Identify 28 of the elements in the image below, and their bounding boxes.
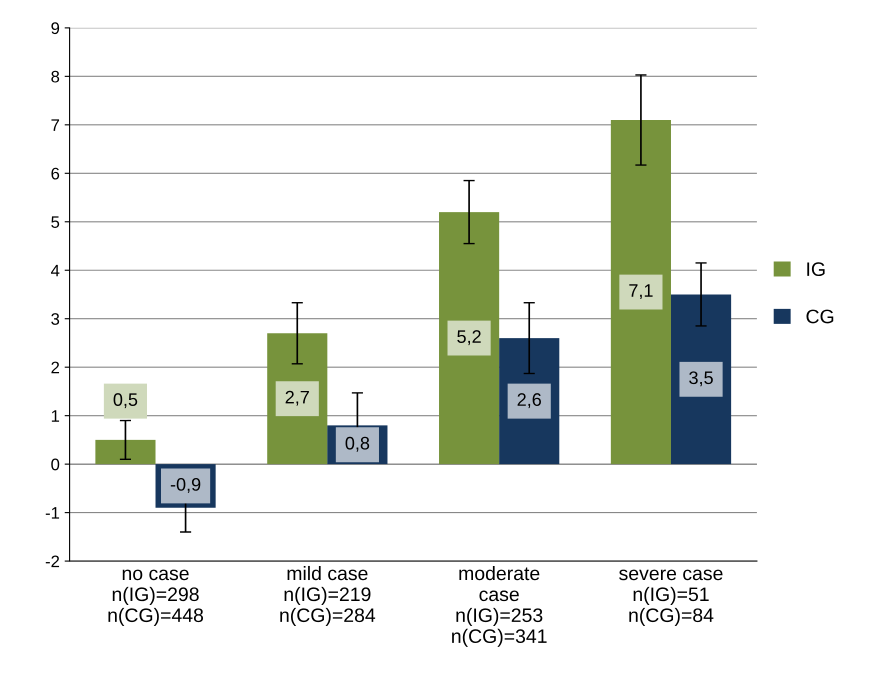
y-tick-label: 3	[51, 313, 60, 325]
data-label: 3,5	[689, 371, 713, 386]
data-label: 5,2	[457, 330, 481, 346]
y-tick-label: 1	[52, 410, 60, 422]
y-tick-label: 0	[51, 458, 60, 470]
data-label: 0,5	[114, 393, 138, 408]
y-tick-label: 6	[51, 168, 60, 180]
data-label: 2,7	[286, 390, 309, 406]
legend-label: IG	[807, 262, 825, 276]
x-tick-label: mild case n(IG)=219 n(CG)=284	[280, 566, 376, 626]
y-tick-label: 2	[51, 362, 60, 374]
bar	[95, 440, 156, 464]
y-tick-label: 5	[51, 216, 60, 228]
data-label: 0,8	[346, 436, 370, 452]
x-tick-label: no case n(IG)=298 n(CG)=448	[108, 570, 204, 626]
y-tick-label: 4	[50, 264, 60, 276]
y-tick-label: 9	[51, 22, 60, 34]
x-tick-label: severe case n(IG)=51 n(CG)=84	[619, 570, 723, 626]
data-label: 7,1	[629, 284, 653, 300]
bar	[610, 120, 671, 464]
data-label: -0,9	[170, 478, 200, 493]
data-label: 2,6	[518, 393, 541, 408]
y-tick-label: -1	[46, 507, 60, 519]
y-tick-label: 8	[51, 70, 60, 83]
x-tick-label: moderate case n(IG)=253 n(CG)=341	[452, 566, 547, 647]
legend-label: CG	[806, 310, 834, 324]
y-tick-label: -2	[46, 555, 60, 568]
y-tick-label: 7	[51, 119, 60, 131]
